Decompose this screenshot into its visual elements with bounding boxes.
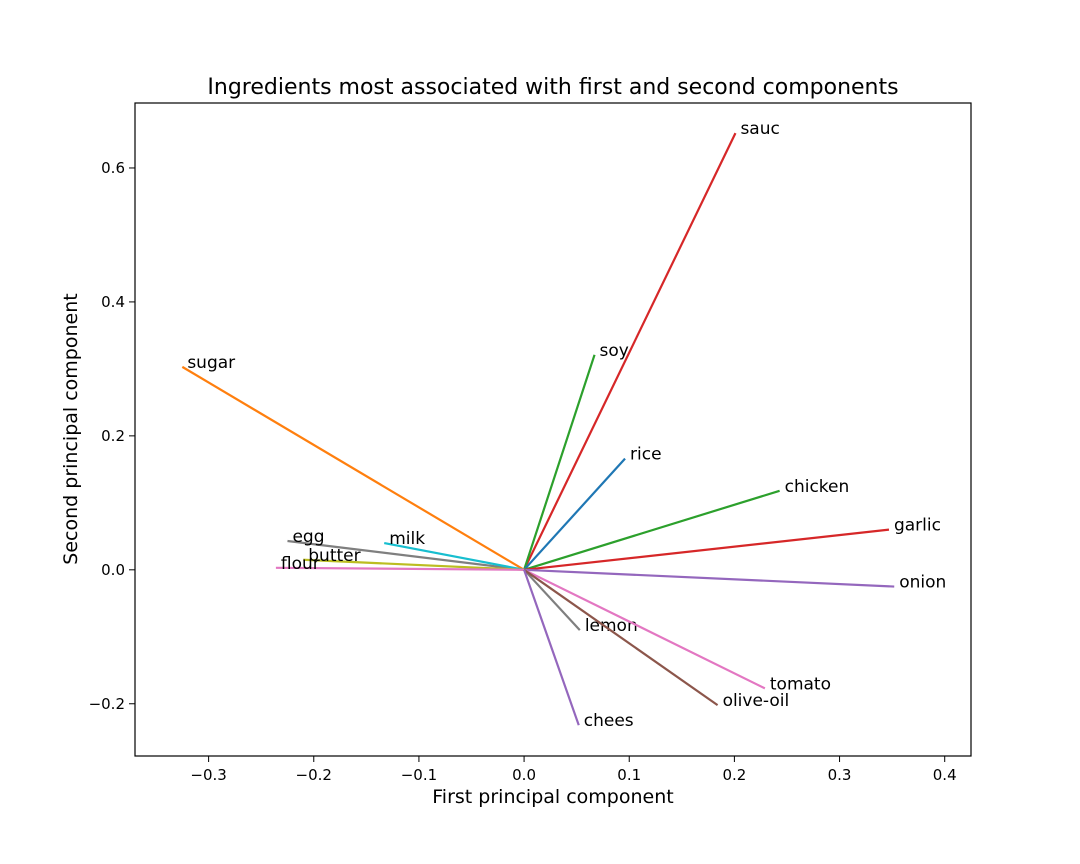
vector-label-egg: egg bbox=[292, 527, 324, 547]
vector-label-chicken: chicken bbox=[785, 477, 850, 497]
vector-line-tomato bbox=[523, 568, 766, 690]
vector-line-onion bbox=[524, 568, 895, 588]
vector-line-chees bbox=[523, 569, 580, 726]
loading-vectors: sauc soy sugar rice chicken garlic egg milk butt… bbox=[181, 119, 946, 731]
plot-frame bbox=[134, 102, 972, 757]
vector-label-sauc: sauc bbox=[740, 119, 779, 139]
y-tick-label: 0.4 bbox=[101, 293, 125, 311]
vector-line-garlic bbox=[523, 528, 890, 571]
vector-line-lemon bbox=[523, 569, 581, 631]
x-axis-label: First principal component bbox=[432, 786, 673, 808]
y-tick-label: 0.2 bbox=[101, 427, 125, 445]
vector-label-olive-oil: olive-oil bbox=[723, 691, 790, 711]
vector-label-tomato: tomato bbox=[770, 674, 831, 694]
vector-label-flour: flour bbox=[281, 554, 320, 574]
vector-label-onion: onion bbox=[899, 573, 946, 593]
x-tick-label: 0.1 bbox=[617, 766, 641, 784]
vector-line-olive-oil bbox=[523, 568, 719, 707]
x-tick-label: −0.2 bbox=[296, 766, 332, 784]
vector-label-soy: soy bbox=[600, 341, 629, 361]
x-tick-label: 0.3 bbox=[828, 766, 852, 784]
x-tick-label: −0.1 bbox=[401, 766, 437, 784]
vector-label-rice: rice bbox=[630, 445, 662, 465]
x-tick-label: 0.2 bbox=[722, 766, 746, 784]
vector-label-milk: milk bbox=[389, 529, 425, 549]
x-tick-label: 0.4 bbox=[933, 766, 957, 784]
chart-title: Ingredients most associated with first a… bbox=[207, 75, 898, 100]
x-tick-label: −0.3 bbox=[190, 766, 226, 784]
y-axis-ticks: −0.2 0.0 0.2 0.4 0.6 bbox=[89, 159, 135, 713]
vector-line-sauc bbox=[523, 132, 737, 571]
x-axis-ticks: −0.3 −0.2 −0.1 0.0 0.1 0.2 0.3 0.4 bbox=[190, 756, 957, 784]
y-tick-label: 0.6 bbox=[101, 159, 125, 177]
vector-label-sugar: sugar bbox=[187, 353, 235, 373]
vector-line-rice bbox=[523, 457, 626, 571]
y-axis-label: Second principal component bbox=[60, 293, 82, 564]
vector-line-milk bbox=[384, 541, 525, 571]
vector-line-flour bbox=[275, 566, 525, 571]
y-tick-label: 0.0 bbox=[101, 561, 125, 579]
vector-line-sugar bbox=[181, 365, 525, 571]
vector-label-garlic: garlic bbox=[894, 516, 941, 536]
x-tick-label: 0.0 bbox=[512, 766, 536, 784]
vector-label-butter: butter bbox=[308, 546, 360, 566]
vector-line-chicken bbox=[523, 489, 780, 571]
vector-line-butter bbox=[303, 558, 525, 571]
vector-label-chees: chees bbox=[584, 711, 634, 731]
vector-line-egg bbox=[287, 539, 525, 571]
y-tick-label: −0.2 bbox=[89, 695, 125, 713]
vector-line-soy bbox=[523, 354, 596, 571]
